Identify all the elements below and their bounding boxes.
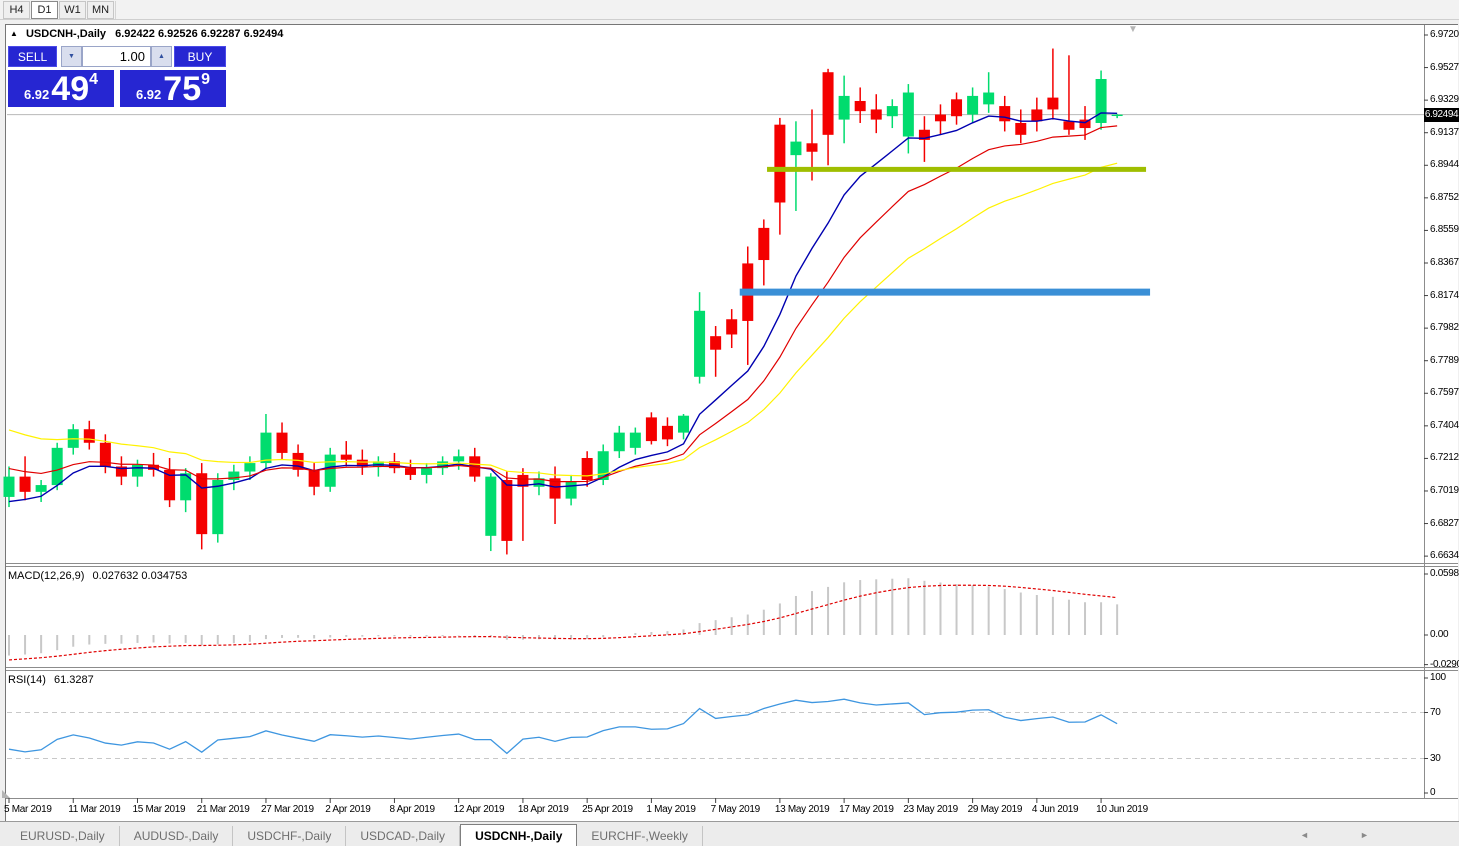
pane-resize-grip[interactable]	[2, 790, 10, 798]
timeframe-button-w1[interactable]: W1	[59, 1, 86, 19]
buy-button[interactable]: BUY	[174, 46, 226, 67]
volume-increase-button[interactable]: ▲	[151, 46, 172, 67]
collapse-panel-icon[interactable]: ▲	[10, 29, 18, 38]
rsi-title: RSI(14)	[8, 674, 46, 686]
rsi-pane[interactable]	[6, 671, 1458, 798]
current-price-tag: 6.92494	[1424, 108, 1459, 122]
time-axis-border	[6, 798, 1458, 799]
symbol-title: USDCNH-,Daily	[25, 28, 107, 40]
symbol-tab-usdchf-daily[interactable]: USDCHF-,Daily	[233, 826, 347, 846]
tabs-scroll-right-icon[interactable]: ►	[1360, 830, 1369, 840]
macd-label: MACD(12,26,9) 0.027632 0.034753	[8, 570, 187, 582]
buy-price-big: 75	[163, 70, 202, 108]
sell-button[interactable]: SELL	[8, 46, 57, 67]
symbol-tab-eurusd-daily[interactable]: EURUSD-,Daily	[6, 826, 120, 846]
spinner-down-icon: ▼	[68, 53, 75, 60]
sell-price-display[interactable]: 6.92 49 4	[8, 70, 114, 107]
tabs-scroll-left-icon[interactable]: ◄	[1300, 830, 1309, 840]
buy-price-prefix: 6.92	[135, 87, 162, 102]
rsi-value: 61.3287	[53, 674, 94, 686]
buy-price-display[interactable]: 6.92 75 9	[120, 70, 226, 107]
symbol-header: ▲ USDCNH-,Daily 6.92422 6.92526 6.92287 …	[10, 28, 283, 40]
pane-separator-rsi[interactable]	[6, 667, 1458, 671]
symbol-tab-eurchf-weekly[interactable]: EURCHF-,Weekly	[577, 826, 703, 846]
buy-price-pip: 9	[201, 71, 211, 88]
symbol-tab-audusd-daily[interactable]: AUDUSD-,Daily	[120, 826, 234, 846]
rsi-label: RSI(14) 61.3287	[8, 674, 94, 686]
macd-title: MACD(12,26,9)	[8, 570, 85, 582]
toolbar-divider	[115, 1, 116, 19]
macd-values: 0.027632 0.034753	[92, 570, 188, 582]
spinner-up-icon: ▲	[158, 53, 165, 60]
timeframe-toolbar: H4 D1 W1 MN	[0, 0, 1459, 20]
time-axis-strip	[6, 799, 1458, 821]
symbol-tab-usdcad-daily[interactable]: USDCAD-,Daily	[346, 826, 461, 846]
sell-price-prefix: 6.92	[23, 87, 50, 102]
macd-pane[interactable]	[6, 567, 1458, 667]
symbol-tabs: EURUSD-,Daily AUDUSD-,Daily USDCHF-,Daily U…	[6, 822, 703, 846]
sell-price-pip: 4	[89, 71, 99, 88]
sell-price-big: 49	[51, 70, 90, 108]
one-click-trade-panel: SELL ▼ ▲ BUY 6.92 49 4 6.92 75 9	[8, 46, 226, 107]
timeframe-button-h4[interactable]: H4	[3, 1, 30, 19]
ohlc-readout: 6.92422 6.92526 6.92287 6.92494	[115, 28, 284, 40]
volume-input[interactable]	[82, 46, 151, 67]
chart-shift-marker-icon[interactable]: ▼	[1128, 24, 1138, 35]
volume-decrease-button[interactable]: ▼	[61, 46, 82, 67]
timeframe-button-mn[interactable]: MN	[87, 1, 114, 19]
symbol-tab-usdcnh-daily[interactable]: USDCNH-,Daily	[460, 824, 578, 846]
price-axis-border	[1424, 25, 1425, 798]
timeframe-button-d1[interactable]: D1	[31, 1, 58, 19]
symbol-tab-bar: EURUSD-,Daily AUDUSD-,Daily USDCHF-,Daily U…	[0, 821, 1459, 846]
pane-separator-macd[interactable]	[6, 563, 1458, 567]
